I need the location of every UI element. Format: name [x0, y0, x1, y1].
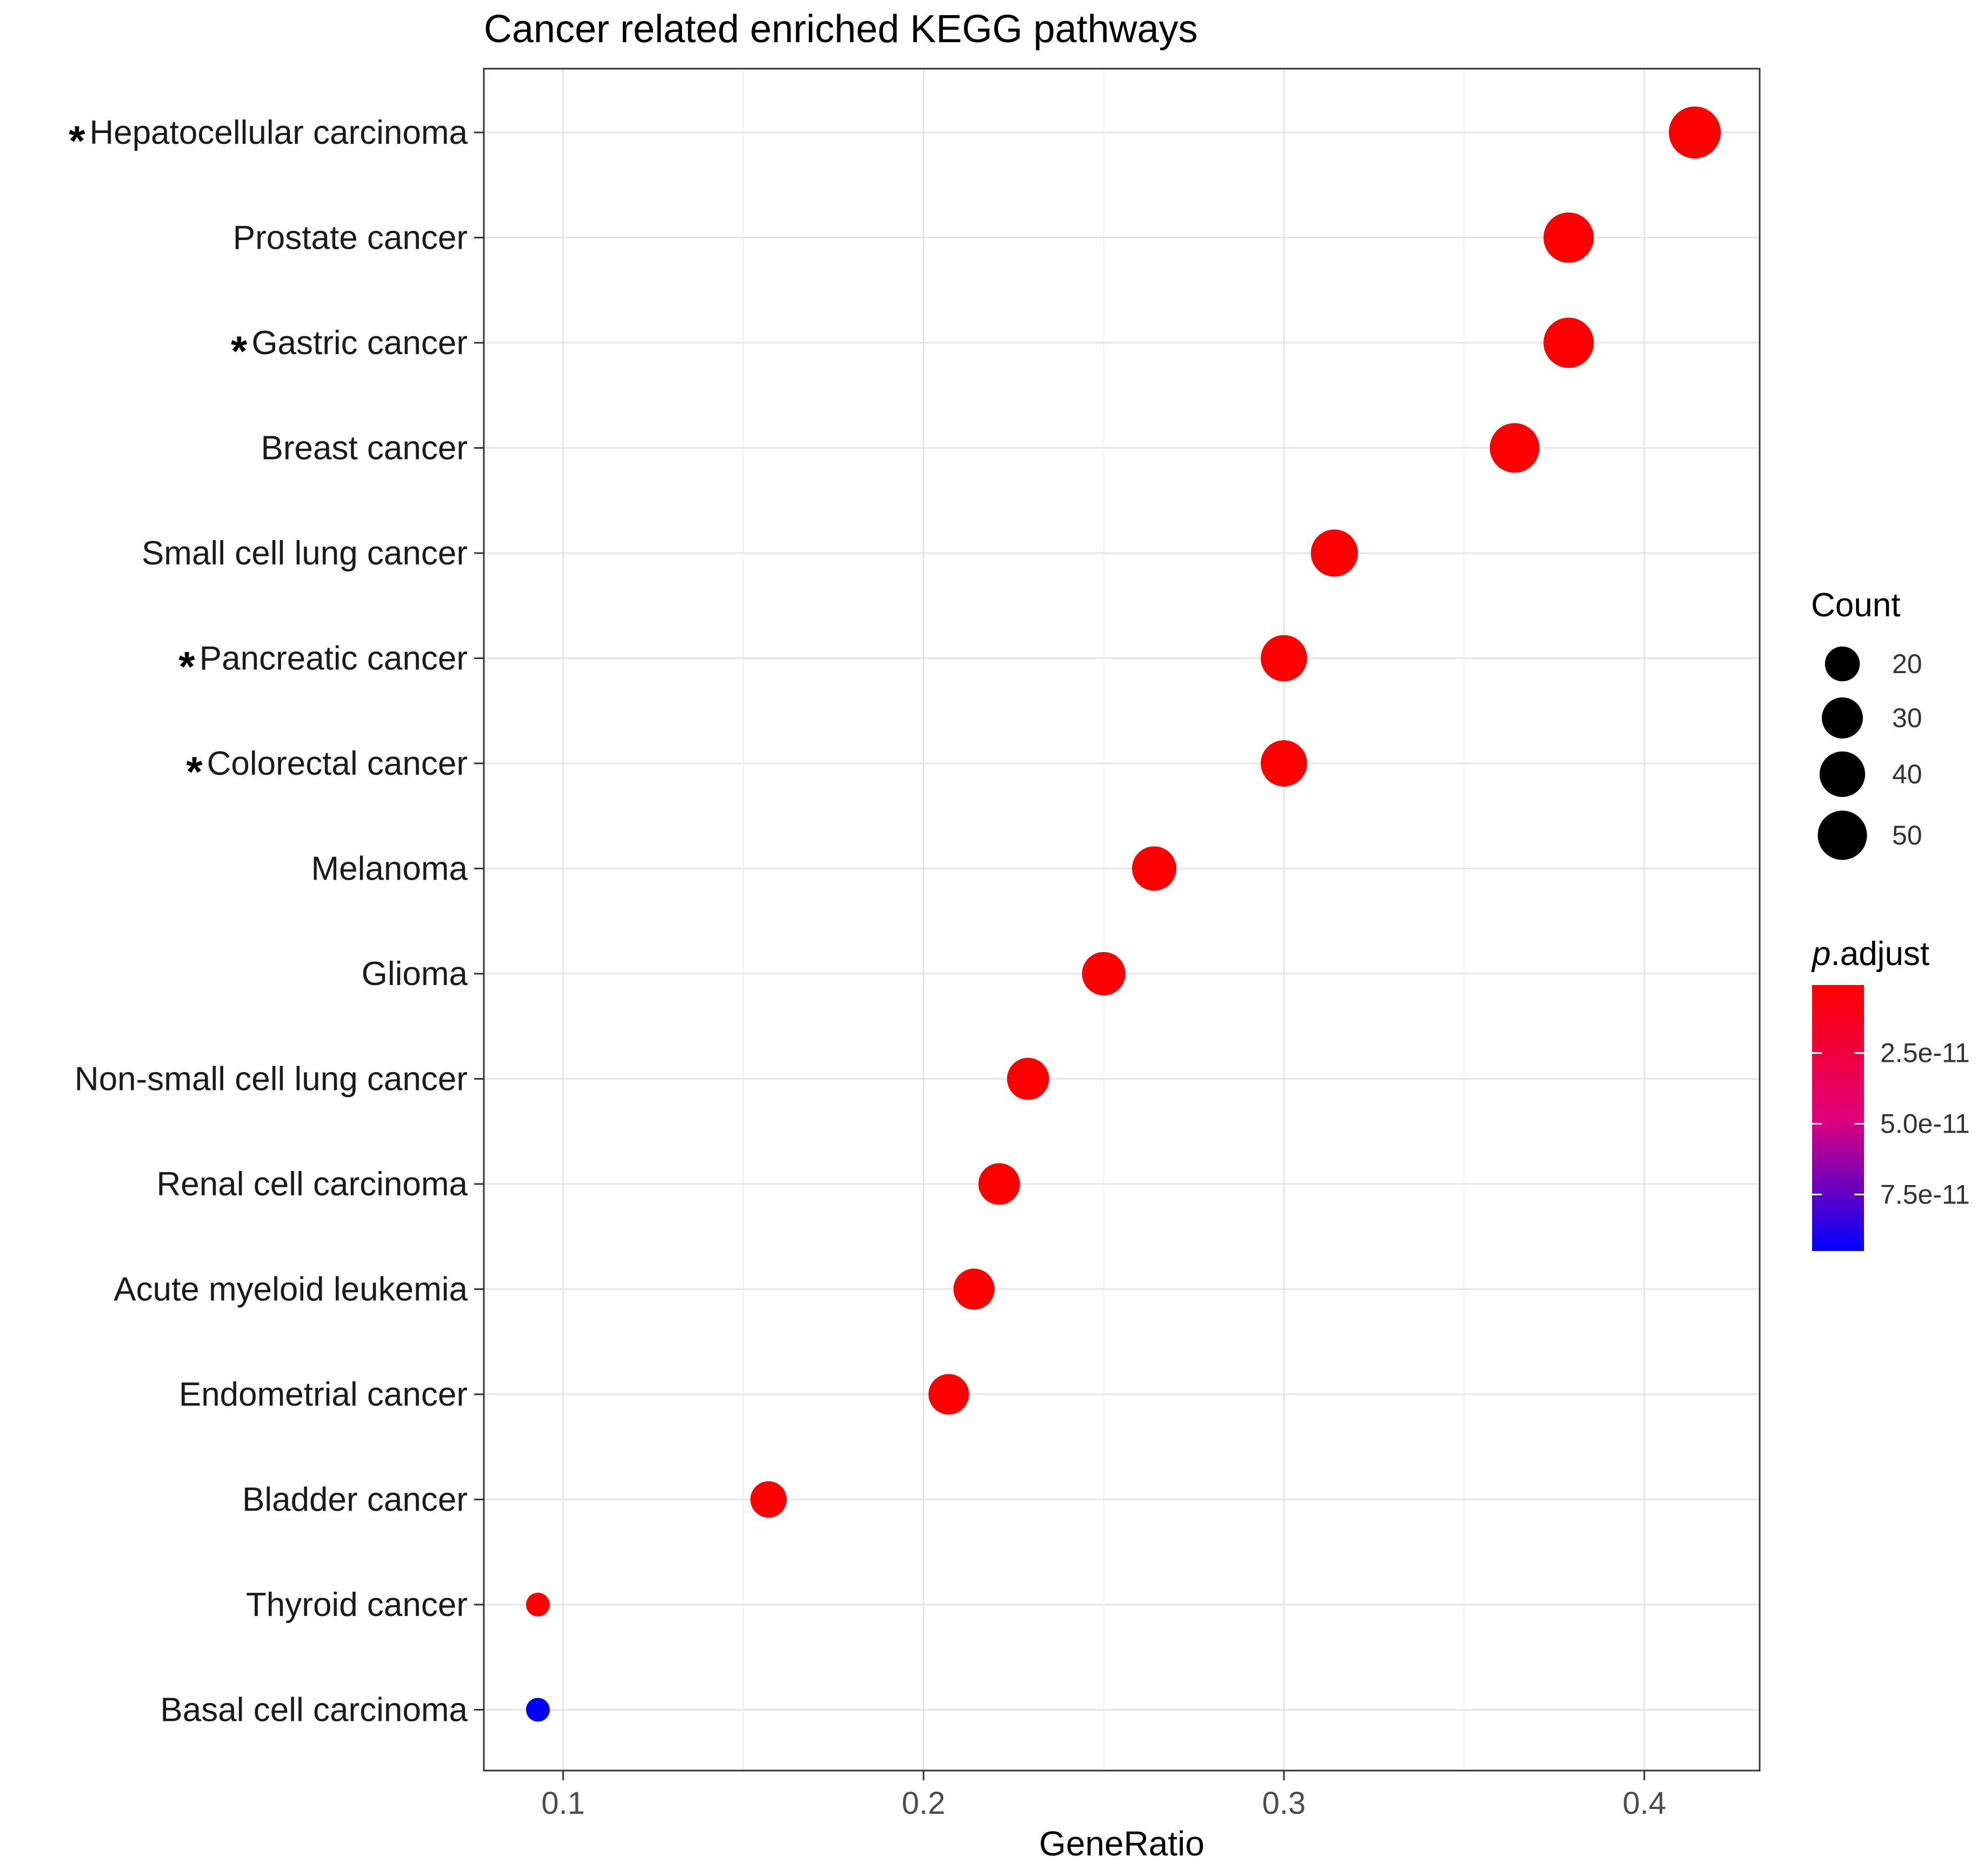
size-legend: Count 20 30 40 50 — [1811, 587, 1922, 860]
data-point — [1007, 1057, 1049, 1100]
data-point — [750, 1481, 787, 1518]
x-tick-label: 0.1 — [541, 1786, 585, 1821]
color-legend: p.adjust 2.5e-11 5.0e-11 7.5e-11 — [1811, 935, 1970, 1251]
data-point — [1489, 423, 1540, 473]
color-legend-ticks: 2.5e-11 5.0e-11 7.5e-11 — [1812, 1038, 1970, 1209]
points-layer — [526, 107, 1721, 1722]
y-tick-label: Endometrial cancer — [179, 1376, 468, 1413]
significance-star: * — [186, 748, 203, 795]
data-point — [1082, 952, 1126, 996]
data-point — [1310, 529, 1358, 577]
y-tick-label: Melanoma — [311, 850, 468, 888]
x-axis: 0.1 0.2 0.3 0.4 — [541, 1771, 1666, 1821]
data-point — [953, 1268, 995, 1310]
y-tick-label: Renal cell carcinoma — [157, 1166, 468, 1203]
data-point — [978, 1163, 1020, 1205]
data-point — [1132, 846, 1176, 891]
chart-title: Cancer related enriched KEGG pathways — [484, 8, 1198, 51]
data-point — [1261, 635, 1307, 682]
significance-star: * — [69, 117, 85, 164]
data-point — [1261, 740, 1307, 787]
data-point — [526, 1698, 550, 1722]
data-point — [1543, 212, 1594, 263]
y-tick-label: Hepatocellular carcinoma — [89, 114, 468, 151]
significance-star: * — [178, 643, 195, 690]
x-axis-title: GeneRatio — [1039, 1824, 1204, 1863]
size-legend-dot — [1819, 751, 1866, 797]
color-legend-title-italic: p — [1811, 935, 1830, 973]
significance-star: * — [231, 327, 248, 375]
grid-minor — [743, 69, 1465, 1771]
y-tick-label: Colorectal cancer — [207, 745, 468, 782]
size-legend-label: 20 — [1892, 649, 1922, 679]
color-legend-label: 2.5e-11 — [1880, 1038, 1970, 1068]
y-tick-label: Basal cell carcinoma — [160, 1692, 468, 1729]
data-point — [928, 1374, 969, 1415]
plot-border — [483, 68, 1761, 1772]
y-tick-label: Breast cancer — [261, 430, 468, 467]
size-legend-dot — [1825, 646, 1860, 682]
color-legend-label: 7.5e-11 — [1880, 1179, 1970, 1209]
data-point — [526, 1593, 550, 1616]
size-legend-label: 40 — [1892, 759, 1922, 789]
x-tick-label: 0.4 — [1622, 1786, 1666, 1821]
y-tick-label: Pancreatic cancer — [199, 640, 468, 677]
y-tick-label: Glioma — [362, 955, 468, 993]
y-tick-label: Acute myeloid leukemia — [114, 1271, 468, 1308]
x-tick-label: 0.2 — [902, 1786, 946, 1821]
data-point — [1543, 317, 1594, 368]
y-axis: Hepatocellular carcinoma*Prostate cancer… — [69, 114, 484, 1729]
size-legend-title: Count — [1811, 587, 1900, 624]
y-tick-label: Thyroid cancer — [246, 1586, 468, 1624]
size-legend-label: 30 — [1892, 703, 1922, 733]
x-tick-label: 0.3 — [1262, 1786, 1306, 1821]
y-tick-label: Gastric cancer — [251, 324, 468, 362]
y-tick-label: Prostate cancer — [233, 219, 468, 257]
size-legend-dot — [1822, 697, 1863, 739]
y-tick-label: Small cell lung cancer — [142, 535, 468, 572]
data-point — [1669, 107, 1721, 158]
grid-major — [484, 69, 1760, 1771]
size-legend-label: 50 — [1892, 820, 1922, 850]
size-legend-dot — [1817, 810, 1867, 860]
size-legend-items: 20 30 40 50 — [1817, 646, 1922, 860]
y-tick-label: Bladder cancer — [242, 1481, 468, 1519]
color-legend-bar — [1812, 985, 1864, 1251]
color-legend-title-rest: .adjust — [1830, 935, 1929, 973]
color-legend-title: p.adjust — [1811, 935, 1929, 973]
y-tick-label: Non-small cell lung cancer — [75, 1061, 468, 1098]
color-legend-label: 5.0e-11 — [1880, 1108, 1970, 1139]
